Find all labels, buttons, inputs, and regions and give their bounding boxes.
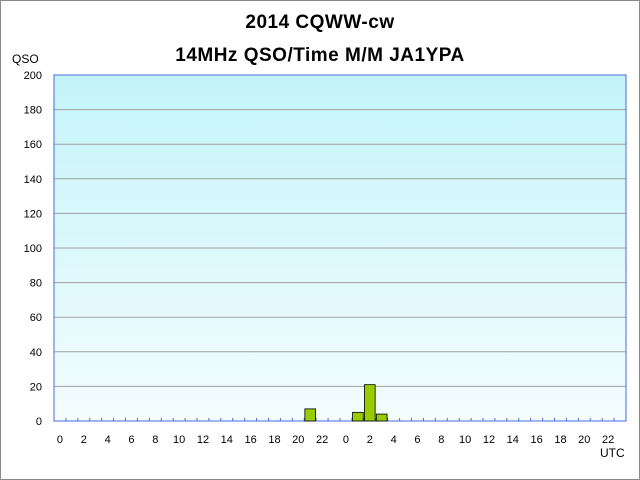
x-tick-label: 14 [507,434,519,446]
x-tick-label: 12 [197,434,209,446]
x-tick-label: 8 [152,434,158,446]
x-tick-label: 8 [438,434,444,446]
x-tick-label: 20 [292,434,304,446]
x-tick-label: 12 [483,434,495,446]
y-tick-label: 60 [30,312,42,324]
y-tick-label: 160 [24,139,42,151]
x-tick-label: 6 [414,434,420,446]
x-tick-label: 0 [343,434,349,446]
bar [304,408,316,422]
x-tick-label: 22 [602,434,614,446]
x-axis-label: UTC [600,446,625,460]
x-tick-label: 18 [554,434,566,446]
y-tick-label: 0 [36,416,42,428]
x-tick-label: 20 [578,434,590,446]
y-axis-label: QSO [12,52,39,66]
bar [364,384,376,422]
x-tick-label: 22 [316,434,328,446]
chart-subtitle: 14MHz QSO/Time M/M JA1YPA [175,45,465,66]
x-tick-label: 16 [531,434,543,446]
x-tick-label: 4 [105,434,111,446]
bar [375,413,388,422]
x-tick-label: 16 [245,434,257,446]
y-tick-label: 180 [24,105,42,117]
y-tick-label: 120 [24,208,42,220]
x-tick-label: 10 [173,434,185,446]
y-tick-label: 200 [24,70,42,82]
x-tick-label: 18 [268,434,280,446]
y-tick-label: 100 [24,243,42,255]
x-tick-label: 10 [459,434,471,446]
y-tick-label: 80 [30,278,42,290]
x-tick-label: 2 [367,434,373,446]
x-tick-label: 4 [391,434,397,446]
chart-title: 2014 CQWW-cw [245,12,395,33]
x-tick-label: 6 [128,434,134,446]
y-tick-label: 40 [30,347,42,359]
y-tick-label: 20 [30,381,42,393]
x-tick-label: 2 [81,434,87,446]
x-tick-label: 0 [57,434,63,446]
x-tick-label: 14 [221,434,233,446]
bar [352,411,364,422]
y-tick-label: 140 [24,174,42,186]
